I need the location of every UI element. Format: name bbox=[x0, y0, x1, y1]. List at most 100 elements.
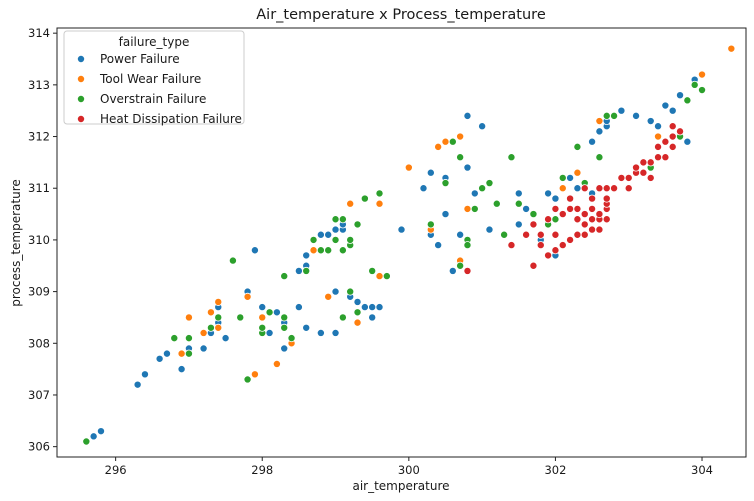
data-point bbox=[551, 204, 560, 213]
points-layer bbox=[82, 44, 736, 446]
data-point bbox=[544, 215, 553, 224]
data-point bbox=[338, 246, 347, 255]
data-point bbox=[316, 328, 325, 337]
data-point bbox=[346, 199, 355, 208]
data-point bbox=[492, 199, 501, 208]
y-tick-label: 307 bbox=[28, 388, 50, 402]
data-point bbox=[470, 189, 479, 198]
data-point bbox=[272, 359, 281, 368]
data-point bbox=[463, 111, 472, 120]
data-point bbox=[250, 246, 259, 255]
data-point bbox=[566, 235, 575, 244]
data-point bbox=[639, 158, 648, 167]
x-axis-label: air_temperature bbox=[352, 479, 449, 493]
data-point bbox=[580, 230, 589, 239]
data-point bbox=[324, 292, 333, 301]
data-point bbox=[588, 215, 597, 224]
data-point bbox=[265, 328, 274, 337]
y-tick-label: 306 bbox=[28, 440, 50, 454]
data-point bbox=[353, 308, 362, 317]
legend-box bbox=[63, 30, 245, 125]
data-point bbox=[624, 184, 633, 193]
data-point bbox=[280, 323, 289, 332]
data-point bbox=[595, 153, 604, 162]
x-tick-label: 302 bbox=[544, 463, 566, 477]
data-point bbox=[514, 189, 523, 198]
data-point bbox=[294, 303, 303, 312]
data-point bbox=[624, 173, 633, 182]
data-point bbox=[331, 235, 340, 244]
data-point bbox=[551, 215, 560, 224]
data-point bbox=[294, 266, 303, 275]
data-point bbox=[500, 230, 509, 239]
data-point bbox=[265, 308, 274, 317]
legend: failure_type Power Failure Tool Wear Fail… bbox=[63, 30, 245, 126]
data-point bbox=[456, 153, 465, 162]
data-point bbox=[522, 204, 531, 213]
data-point bbox=[558, 210, 567, 219]
data-point bbox=[258, 313, 267, 322]
data-point bbox=[280, 313, 289, 322]
data-point bbox=[573, 142, 582, 151]
data-point bbox=[551, 246, 560, 255]
y-axis-ticks: 306 307 308 309 310 311 312 313 314 bbox=[28, 26, 57, 454]
data-point bbox=[353, 318, 362, 327]
data-point bbox=[338, 215, 347, 224]
data-point bbox=[441, 137, 450, 146]
data-point bbox=[316, 230, 325, 239]
y-tick-label: 310 bbox=[28, 233, 50, 247]
data-point bbox=[602, 184, 611, 193]
data-point bbox=[338, 313, 347, 322]
data-point bbox=[346, 235, 355, 244]
data-point bbox=[558, 241, 567, 250]
data-point bbox=[676, 127, 685, 136]
data-point bbox=[661, 153, 670, 162]
data-point bbox=[639, 168, 648, 177]
data-point bbox=[280, 344, 289, 353]
data-point bbox=[456, 230, 465, 239]
data-point bbox=[646, 158, 655, 167]
data-point bbox=[617, 106, 626, 115]
y-tick-label: 313 bbox=[28, 78, 50, 92]
data-point bbox=[368, 313, 377, 322]
data-point bbox=[302, 323, 311, 332]
data-point bbox=[250, 370, 259, 379]
data-point bbox=[595, 117, 604, 126]
x-axis-ticks: 296 298 300 302 304 bbox=[105, 457, 713, 477]
data-point bbox=[309, 246, 318, 255]
data-point bbox=[632, 163, 641, 172]
data-point bbox=[529, 261, 538, 270]
data-point bbox=[573, 230, 582, 239]
data-point bbox=[221, 334, 230, 343]
data-point bbox=[324, 246, 333, 255]
data-point bbox=[82, 437, 91, 446]
data-point bbox=[206, 308, 215, 317]
data-point bbox=[96, 427, 105, 436]
data-point bbox=[331, 328, 340, 337]
data-point bbox=[316, 246, 325, 255]
y-axis-label: process_temperature bbox=[9, 179, 23, 307]
x-tick-label: 298 bbox=[251, 463, 273, 477]
data-point bbox=[646, 173, 655, 182]
data-point bbox=[551, 230, 560, 239]
data-point bbox=[727, 44, 736, 53]
data-point bbox=[133, 380, 142, 389]
data-point bbox=[602, 215, 611, 224]
data-point bbox=[529, 210, 538, 219]
series-overstrain-failure bbox=[82, 80, 707, 446]
data-point bbox=[698, 70, 707, 79]
data-point bbox=[558, 173, 567, 182]
data-point bbox=[551, 194, 560, 203]
data-point bbox=[140, 370, 149, 379]
legend-marker bbox=[77, 55, 86, 64]
data-point bbox=[566, 194, 575, 203]
data-point bbox=[228, 256, 237, 265]
data-point bbox=[522, 230, 531, 239]
data-point bbox=[353, 297, 362, 306]
legend-marker bbox=[77, 75, 86, 84]
data-point bbox=[536, 241, 545, 250]
data-point bbox=[302, 266, 311, 275]
data-point bbox=[610, 184, 619, 193]
data-point bbox=[419, 184, 428, 193]
